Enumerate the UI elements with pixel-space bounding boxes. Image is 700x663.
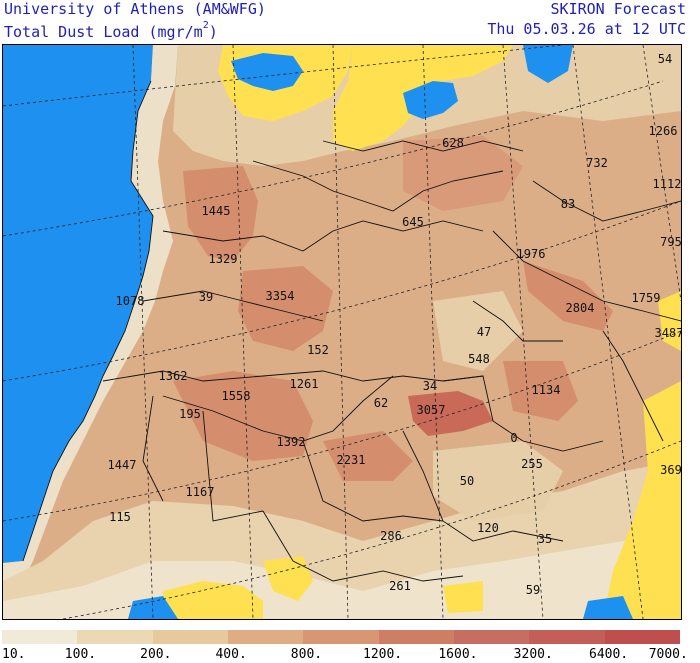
dust-value-label: 1261 xyxy=(290,377,319,391)
dust-value-label: 1976 xyxy=(517,247,546,261)
color-scale-ticks: 10. 100. 200. 400. 800. 1200. 1600. 3200. 6400. 7… xyxy=(0,647,700,663)
dust-value-label: 50 xyxy=(460,474,474,488)
dust-value-label: 1112 xyxy=(653,177,681,191)
dust-value-label: 1362 xyxy=(159,369,188,383)
dust-value-label: 261 xyxy=(389,579,411,593)
dust-value-label: 3354 xyxy=(266,289,295,303)
dust-value-label: 2231 xyxy=(337,453,366,467)
high-dust-patch-levant xyxy=(503,361,578,421)
dust-value-label: 152 xyxy=(307,343,329,357)
color-scale-tick-label: 6400. xyxy=(589,647,629,662)
dust-value-label: 1134 xyxy=(532,383,561,397)
color-scale-tick-label: 400. xyxy=(215,647,247,662)
color-scale-swatch xyxy=(2,630,78,644)
low-dust-zone-east-upper xyxy=(658,291,681,351)
dust-value-label: 62 xyxy=(374,396,388,410)
dust-value-label: 195 xyxy=(179,407,201,421)
low-dust-zone-south-2 xyxy=(263,556,313,601)
light-dust-patch-south-central xyxy=(433,441,563,521)
color-scale-tick-label: 7000. xyxy=(648,647,688,662)
dust-value-label: 548 xyxy=(468,352,490,366)
color-scale-swatch xyxy=(77,630,153,644)
dust-value-label: 795 xyxy=(660,235,681,249)
gulf-of-guinea xyxy=(128,596,178,619)
dust-value-label: 0 xyxy=(510,431,517,445)
dust-value-label: 255 xyxy=(521,457,543,471)
high-dust-patch-west xyxy=(173,371,313,461)
dust-value-label: 120 xyxy=(477,521,499,535)
color-scale-tick-label: 10. xyxy=(2,647,26,662)
dust-value-label: 1167 xyxy=(186,485,215,499)
dust-value-label: 3057 xyxy=(417,403,446,417)
atlantic-ocean xyxy=(3,45,153,563)
color-scale-tick-label: 800. xyxy=(290,647,323,662)
dust-value-label: 47 xyxy=(477,325,491,339)
dust-value-label: 34 xyxy=(423,379,437,393)
color-scale-swatch xyxy=(227,630,304,644)
dust-value-label: 1445 xyxy=(202,204,231,218)
mid-dust-patch-north xyxy=(403,136,523,211)
color-scale-swatch xyxy=(453,630,530,644)
title-unit-superscript: 2 xyxy=(202,20,209,31)
title-variable-suffix: ) xyxy=(208,23,218,41)
high-dust-patch-east xyxy=(523,261,613,331)
dust-value-label: 54 xyxy=(658,52,672,66)
dust-value-label: 1078 xyxy=(116,294,145,308)
dust-value-label: 1329 xyxy=(209,252,238,266)
country-borders xyxy=(22,80,681,582)
dust-value-labels: 54 628 1266 732 1112 83 1445 645 795 1976 1329 1759… xyxy=(108,52,681,597)
arctic-sea-ne xyxy=(523,45,573,83)
dust-value-label: 83 xyxy=(561,197,575,211)
graticule-lines xyxy=(3,45,681,619)
dust-value-label: 1447 xyxy=(108,458,137,472)
dust-value-label: 286 xyxy=(380,529,402,543)
dust-value-label: 732 xyxy=(586,156,608,170)
coastal-low-dust-band xyxy=(3,45,178,581)
dust-value-label: 3487 xyxy=(655,326,681,340)
color-scale-swatch xyxy=(303,630,379,644)
dust-value-label: 1558 xyxy=(222,389,251,403)
dust-value-label: 35 xyxy=(538,532,552,546)
color-scale-swatch xyxy=(604,630,680,644)
color-scale-tick-label: 3200. xyxy=(513,647,553,662)
southern-sea-east xyxy=(583,596,633,619)
title-variable: Total Dust Load (mgr/m2) xyxy=(4,20,218,41)
low-dust-zone-south xyxy=(163,581,263,619)
dust-value-label: 1759 xyxy=(632,291,661,305)
light-dust-patch-east xyxy=(433,291,523,371)
forecast-source: SKIRON Forecast xyxy=(550,0,686,18)
dust-value-label: 2804 xyxy=(566,301,595,315)
dust-load-map: 54 628 1266 732 1112 83 1445 645 795 1976 1329 1759… xyxy=(2,44,682,620)
dust-value-label: 628 xyxy=(442,136,464,150)
dust-value-label: 1266 xyxy=(649,124,678,138)
max-dust-core xyxy=(408,391,493,436)
color-scale-tick-label: 100. xyxy=(64,647,97,662)
north-sea xyxy=(231,53,303,91)
dust-value-label: 1392 xyxy=(277,435,306,449)
low-dust-zone-east xyxy=(603,381,681,619)
color-scale-tick-label: 1600. xyxy=(438,647,478,662)
high-dust-patch-south xyxy=(323,431,413,481)
forecast-time: Thu 05.03.26 at 12 UTC xyxy=(487,20,686,38)
color-scale-swatch xyxy=(378,630,454,644)
dust-value-label: 39 xyxy=(199,290,213,304)
low-dust-zone-south-3 xyxy=(443,581,483,613)
color-scale-tick-label: 200. xyxy=(140,647,172,662)
color-scale-swatch xyxy=(152,630,228,644)
color-scale-bar xyxy=(2,630,680,644)
dust-value-label: 59 xyxy=(526,583,540,597)
dust-value-label: 369 xyxy=(660,463,681,477)
color-scale-tick-label: 1200. xyxy=(363,647,403,662)
dust-value-label: 115 xyxy=(109,510,131,524)
high-dust-patch-central xyxy=(238,266,333,351)
dust-value-label: 645 xyxy=(402,215,424,229)
title-institution: University of Athens (AM&WFG) xyxy=(4,0,266,18)
color-scale-swatch xyxy=(529,630,605,644)
baltic-sea xyxy=(403,81,458,119)
title-variable-text: Total Dust Load (mgr/m xyxy=(4,23,203,41)
